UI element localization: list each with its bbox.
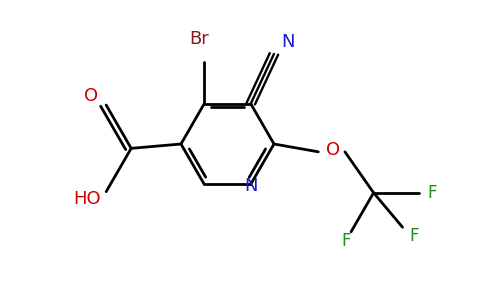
Text: O: O (326, 141, 340, 159)
Text: F: F (342, 232, 351, 250)
Text: N: N (244, 177, 257, 195)
Text: HO: HO (73, 190, 101, 208)
Text: F: F (410, 227, 419, 245)
Text: O: O (84, 87, 98, 105)
Text: F: F (427, 184, 437, 202)
Text: N: N (282, 33, 295, 51)
Text: Br: Br (190, 30, 209, 48)
